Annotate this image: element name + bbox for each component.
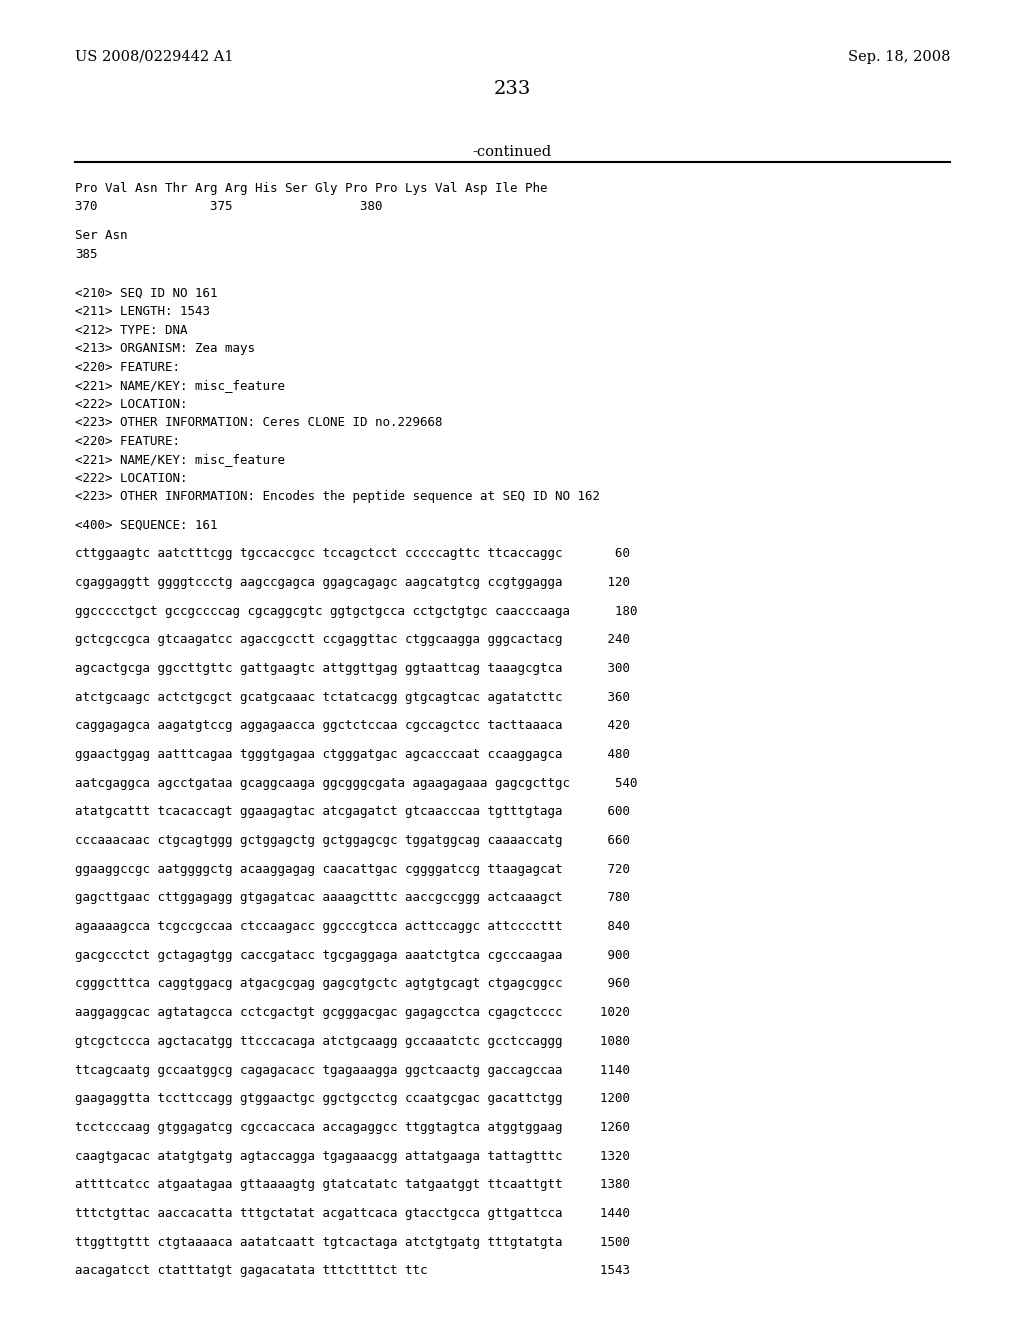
Text: <221> NAME/KEY: misc_feature: <221> NAME/KEY: misc_feature (75, 379, 285, 392)
Text: aaggaggcac agtatagcca cctcgactgt gcgggacgac gagagcctca cgagctcccc     1020: aaggaggcac agtatagcca cctcgactgt gcgggac… (75, 1006, 630, 1019)
Text: 385: 385 (75, 248, 97, 260)
Text: atctgcaagc actctgcgct gcatgcaaac tctatcacgg gtgcagtcac agatatcttc      360: atctgcaagc actctgcgct gcatgcaaac tctatca… (75, 690, 630, 704)
Text: aatcgaggca agcctgataa gcaggcaaga ggcgggcgata agaagagaaa gagcgcttgc      540: aatcgaggca agcctgataa gcaggcaaga ggcgggc… (75, 776, 638, 789)
Text: 370               375                 380: 370 375 380 (75, 201, 383, 214)
Text: gtcgctccca agctacatgg ttcccacaga atctgcaagg gccaaatctc gcctccaggg     1080: gtcgctccca agctacatgg ttcccacaga atctgca… (75, 1035, 630, 1048)
Text: Sep. 18, 2008: Sep. 18, 2008 (848, 50, 950, 63)
Text: <213> ORGANISM: Zea mays: <213> ORGANISM: Zea mays (75, 342, 255, 355)
Text: cgggctttca caggtggacg atgacgcgag gagcgtgctc agtgtgcagt ctgagcggcc      960: cgggctttca caggtggacg atgacgcgag gagcgtg… (75, 978, 630, 990)
Text: -continued: -continued (472, 145, 552, 158)
Text: atatgcattt tcacaccagt ggaagagtac atcgagatct gtcaacccaa tgtttgtaga      600: atatgcattt tcacaccagt ggaagagtac atcgaga… (75, 805, 630, 818)
Text: <211> LENGTH: 1543: <211> LENGTH: 1543 (75, 305, 210, 318)
Text: <223> OTHER INFORMATION: Ceres CLONE ID no.229668: <223> OTHER INFORMATION: Ceres CLONE ID … (75, 416, 442, 429)
Text: <400> SEQUENCE: 161: <400> SEQUENCE: 161 (75, 519, 217, 532)
Text: gagcttgaac cttggagagg gtgagatcac aaaagctttc aaccgccggg actcaaagct      780: gagcttgaac cttggagagg gtgagatcac aaaagct… (75, 891, 630, 904)
Text: ggaactggag aatttcagaa tgggtgagaa ctgggatgac agcacccaat ccaaggagca      480: ggaactggag aatttcagaa tgggtgagaa ctgggat… (75, 748, 630, 762)
Text: gacgccctct gctagagtgg caccgatacc tgcgaggaga aaatctgtca cgcccaagaa      900: gacgccctct gctagagtgg caccgatacc tgcgagg… (75, 949, 630, 962)
Text: <210> SEQ ID NO 161: <210> SEQ ID NO 161 (75, 286, 217, 300)
Text: ggccccctgct gccgccccag cgcaggcgtc ggtgctgcca cctgctgtgc caacccaaga      180: ggccccctgct gccgccccag cgcaggcgtc ggtgct… (75, 605, 638, 618)
Text: tttctgttac aaccacatta tttgctatat acgattcaca gtacctgcca gttgattcca     1440: tttctgttac aaccacatta tttgctatat acgattc… (75, 1206, 630, 1220)
Text: <222> LOCATION:: <222> LOCATION: (75, 471, 187, 484)
Text: tcctcccaag gtggagatcg cgccaccaca accagaggcc ttggtagtca atggtggaag     1260: tcctcccaag gtggagatcg cgccaccaca accagag… (75, 1121, 630, 1134)
Text: ttggttgttt ctgtaaaaca aatatcaatt tgtcactaga atctgtgatg tttgtatgta     1500: ttggttgttt ctgtaaaaca aatatcaatt tgtcact… (75, 1236, 630, 1249)
Text: 233: 233 (494, 81, 530, 98)
Text: <221> NAME/KEY: misc_feature: <221> NAME/KEY: misc_feature (75, 453, 285, 466)
Text: Pro Val Asn Thr Arg Arg His Ser Gly Pro Pro Lys Val Asp Ile Phe: Pro Val Asn Thr Arg Arg His Ser Gly Pro … (75, 182, 548, 195)
Text: cccaaacaac ctgcagtggg gctggagctg gctggagcgc tggatggcag caaaaccatg      660: cccaaacaac ctgcagtggg gctggagctg gctggag… (75, 834, 630, 847)
Text: <212> TYPE: DNA: <212> TYPE: DNA (75, 323, 187, 337)
Text: ttcagcaatg gccaatggcg cagagacacc tgagaaagga ggctcaactg gaccagccaa     1140: ttcagcaatg gccaatggcg cagagacacc tgagaaa… (75, 1064, 630, 1077)
Text: attttcatcc atgaatagaa gttaaaagtg gtatcatatc tatgaatggt ttcaattgtt     1380: attttcatcc atgaatagaa gttaaaagtg gtatcat… (75, 1179, 630, 1191)
Text: <220> FEATURE:: <220> FEATURE: (75, 360, 180, 374)
Text: cgaggaggtt ggggtccctg aagccgagca ggagcagagc aagcatgtcg ccgtggagga      120: cgaggaggtt ggggtccctg aagccgagca ggagcag… (75, 576, 630, 589)
Text: Ser Asn: Ser Asn (75, 230, 128, 242)
Text: <223> OTHER INFORMATION: Encodes the peptide sequence at SEQ ID NO 162: <223> OTHER INFORMATION: Encodes the pep… (75, 490, 600, 503)
Text: aacagatcct ctatttatgt gagacatata tttcttttct ttc                       1543: aacagatcct ctatttatgt gagacatata tttcttt… (75, 1265, 630, 1278)
Text: agcactgcga ggccttgttc gattgaagtc attggttgag ggtaattcag taaagcgtca      300: agcactgcga ggccttgttc gattgaagtc attggtt… (75, 663, 630, 675)
Text: caagtgacac atatgtgatg agtaccagga tgagaaacgg attatgaaga tattagtttc     1320: caagtgacac atatgtgatg agtaccagga tgagaaa… (75, 1150, 630, 1163)
Text: gaagaggtta tccttccagg gtggaactgc ggctgcctcg ccaatgcgac gacattctgg     1200: gaagaggtta tccttccagg gtggaactgc ggctgcc… (75, 1092, 630, 1105)
Text: caggagagca aagatgtccg aggagaacca ggctctccaa cgccagctcc tacttaaaca      420: caggagagca aagatgtccg aggagaacca ggctctc… (75, 719, 630, 733)
Text: cttggaagtc aatctttcgg tgccaccgcc tccagctcct cccccagttc ttcaccaggc       60: cttggaagtc aatctttcgg tgccaccgcc tccagct… (75, 548, 630, 561)
Text: <220> FEATURE:: <220> FEATURE: (75, 434, 180, 447)
Text: US 2008/0229442 A1: US 2008/0229442 A1 (75, 50, 233, 63)
Text: <222> LOCATION:: <222> LOCATION: (75, 397, 187, 411)
Text: ggaaggccgc aatggggctg acaaggagag caacattgac cggggatccg ttaagagcat      720: ggaaggccgc aatggggctg acaaggagag caacatt… (75, 863, 630, 875)
Text: agaaaagcca tcgccgccaa ctccaagacc ggcccgtcca acttccaggc attccccttt      840: agaaaagcca tcgccgccaa ctccaagacc ggcccgt… (75, 920, 630, 933)
Text: gctcgccgca gtcaagatcc agaccgcctt ccgaggttac ctggcaagga gggcactacg      240: gctcgccgca gtcaagatcc agaccgcctt ccgaggt… (75, 634, 630, 647)
